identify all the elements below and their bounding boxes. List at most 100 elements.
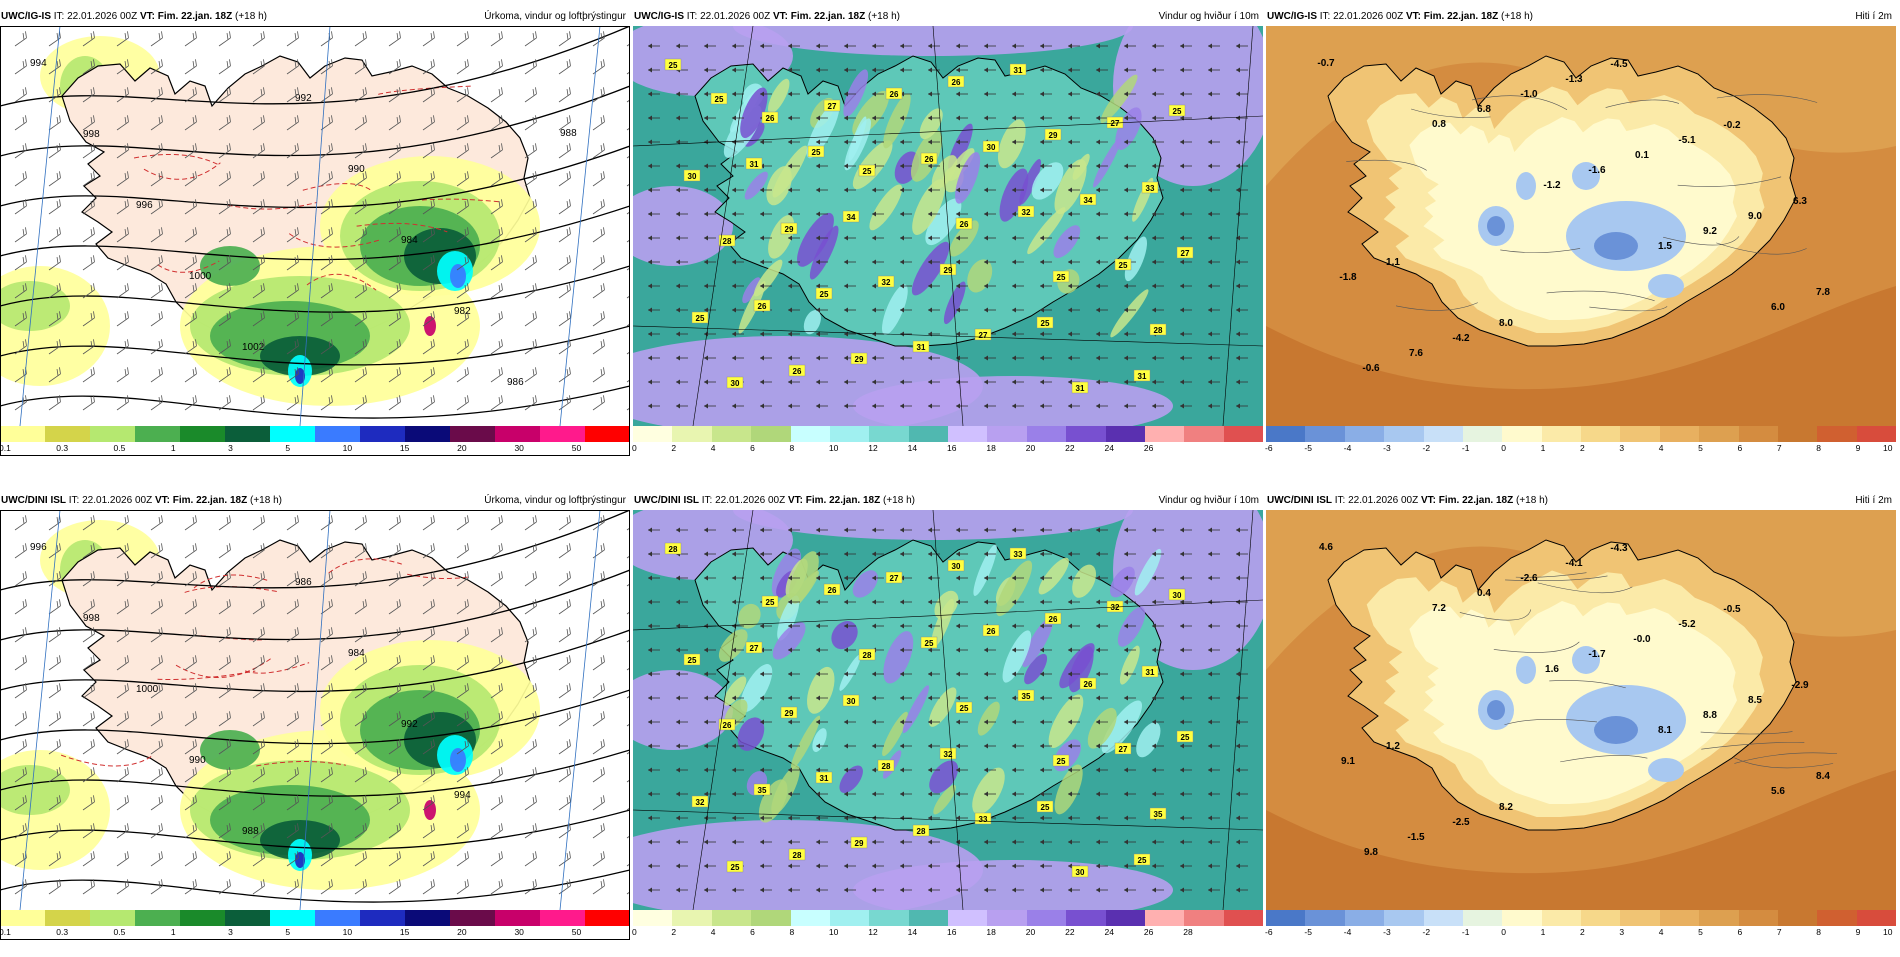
map-area: -0.7 0.8 -1.2 1.5 6.0 -0.6 6.8 -1.6 9.2 7.8 7.6 -1.…	[1266, 26, 1896, 426]
wind-arrow	[732, 91, 744, 97]
wind-arrow	[1208, 719, 1220, 725]
temperature-value: 1.2	[1386, 741, 1400, 752]
wind-arrow	[1236, 575, 1248, 581]
wind-barb	[150, 543, 163, 559]
wind-arrow	[872, 743, 884, 749]
colorbar-swatch	[1777, 426, 1818, 442]
colorbar-strip	[633, 910, 1263, 926]
wind-arrow	[956, 259, 968, 265]
wind-arrow	[900, 551, 912, 557]
wind-arrow	[1236, 791, 1248, 797]
wind-arrow	[760, 67, 772, 73]
colorbar-swatch	[1856, 910, 1896, 926]
isobar-label: 992	[401, 719, 418, 730]
wind-barb	[14, 87, 27, 103]
wind-barb	[558, 87, 571, 103]
wind-barb	[48, 87, 61, 103]
colorbar: -6 -5 -4 -3 -2 -1 0 1 2 3 4 5 6 7 8 9 10	[1265, 910, 1896, 940]
wind-arrow	[1040, 551, 1052, 557]
temperature-value: 1.5	[1658, 241, 1672, 252]
wind-barb	[14, 823, 27, 839]
lead-time: (+18 h)	[235, 11, 267, 22]
wind-barb	[524, 851, 537, 867]
gust-label: 34	[1079, 193, 1097, 206]
wind-barb	[184, 255, 197, 271]
wind-arrow	[1012, 815, 1024, 821]
wind-arrow	[956, 307, 968, 313]
wind-barb	[558, 795, 571, 811]
wind-barb	[388, 795, 401, 811]
wind-barb	[626, 857, 630, 867]
wind-barb	[14, 143, 27, 159]
wind-arrow	[1096, 163, 1108, 169]
temperature-contour	[227, 201, 318, 210]
wind-arrow	[816, 527, 828, 533]
gust-value: 35	[1154, 810, 1163, 819]
wind-barb	[388, 627, 401, 643]
colorbar-swatch	[1581, 910, 1621, 926]
wind-arrow	[844, 647, 856, 653]
wind-arrow	[1068, 647, 1080, 653]
temperature-value: -0.5	[1723, 604, 1741, 615]
wind-barb	[14, 255, 27, 271]
wind-arrow	[928, 743, 940, 749]
wind-barb	[218, 879, 231, 895]
wind-barb	[286, 143, 299, 159]
wind-barb	[354, 823, 367, 839]
wind-arrow	[844, 187, 856, 193]
colorbar-tick-label: 8	[789, 927, 795, 937]
wind-arrow	[1040, 839, 1052, 845]
wind-barb	[48, 627, 61, 643]
gust-label: 25	[955, 701, 973, 714]
wind-arrow	[984, 887, 996, 893]
valid-time-label: VT:	[772, 11, 788, 22]
wind-barb	[252, 711, 265, 727]
wind-arrow	[900, 863, 912, 869]
gust-label: 30	[683, 169, 701, 182]
wind-arrow	[844, 67, 856, 73]
colorbar-tick-label: -1	[1461, 443, 1470, 453]
gust-label: 25	[691, 311, 709, 324]
wind-arrow	[1068, 283, 1080, 289]
wind-barb	[490, 311, 503, 327]
wind-barb	[626, 65, 630, 75]
wind-arrow	[704, 719, 716, 725]
colorbar-swatch	[0, 910, 45, 926]
wind-barb	[82, 311, 95, 327]
wind-arrow	[1040, 527, 1052, 533]
gust-value: 25	[925, 639, 934, 648]
wind-barb	[456, 143, 469, 159]
colorbar-swatch	[360, 426, 405, 442]
wind-arrow	[1124, 695, 1136, 701]
wind-arrow	[928, 599, 940, 605]
wind-barb	[456, 823, 469, 839]
wind-barb	[48, 767, 61, 783]
wind-arrow	[928, 139, 940, 145]
wind-arrow	[1096, 379, 1108, 385]
wind-arrow	[1180, 163, 1192, 169]
wind-barb	[184, 171, 197, 187]
colorbar-tick-label: 14	[907, 443, 918, 453]
wind-streak	[882, 284, 908, 335]
wind-barb	[592, 571, 605, 587]
wind-arrow	[1124, 91, 1136, 97]
colorbar-swatch	[90, 910, 135, 926]
wind-arrow	[1236, 259, 1248, 265]
run-info: UWC/IG-IS IT: 22.01.2026 00Z VT: Fim. 22…	[634, 8, 900, 26]
panel-header: UWC/IG-IS IT: 22.01.2026 00Z VT: Fim. 22…	[633, 8, 1263, 26]
wind-arrow	[844, 623, 856, 629]
wind-barb	[286, 227, 299, 243]
wind-barb	[286, 171, 299, 187]
wind-arrow	[676, 163, 688, 169]
wind-barb	[82, 655, 95, 671]
wind-barb	[456, 171, 469, 187]
colorbar-swatch	[540, 426, 585, 442]
wind-streak	[943, 281, 966, 325]
wind-arrow	[1068, 839, 1080, 845]
panel-title: Hiti í 2m	[1855, 495, 1892, 506]
wind-arrow	[1236, 719, 1248, 725]
wind-barb	[82, 823, 95, 839]
wind-streak	[768, 78, 790, 114]
wind-arrow	[648, 695, 660, 701]
wind-arrow	[1180, 719, 1192, 725]
